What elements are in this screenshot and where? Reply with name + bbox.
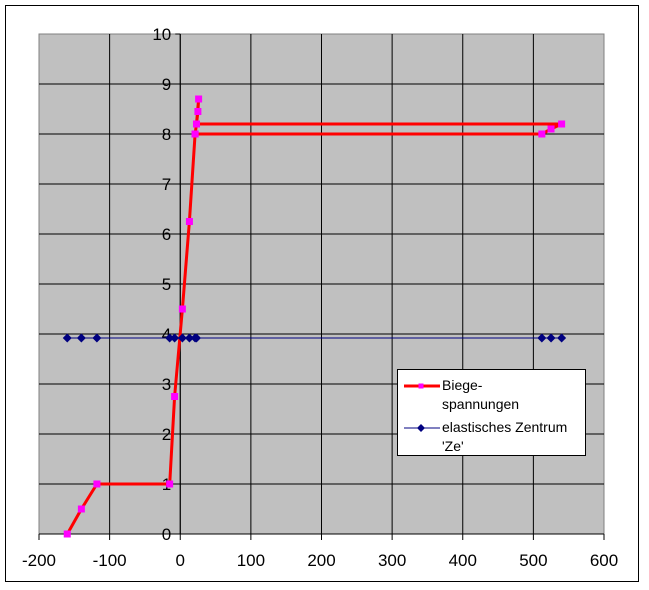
y-tick-label: 7 xyxy=(162,175,171,194)
data-point-square xyxy=(63,530,71,538)
data-point-diamond xyxy=(537,333,547,343)
x-tick-label: 0 xyxy=(176,551,185,570)
x-tick-label: 200 xyxy=(307,551,335,570)
data-point-square xyxy=(77,505,85,513)
y-tick-label: 8 xyxy=(162,125,171,144)
data-point-square xyxy=(194,108,202,115)
data-point-square xyxy=(192,120,200,128)
y-tick-label: 4 xyxy=(162,325,171,344)
legend-label-line1: elastisches Zentrum xyxy=(442,419,568,435)
data-point-diamond xyxy=(62,333,72,343)
data-point-diamond xyxy=(557,333,567,343)
legend-label-line1: Biege- xyxy=(442,377,483,393)
data-point-diamond xyxy=(170,333,180,343)
legend: Biege- spannungen elastisches Zentrum 'Z… xyxy=(397,369,586,456)
x-tick-label: -100 xyxy=(93,551,127,570)
x-tick-label: 500 xyxy=(519,551,547,570)
data-point-diamond xyxy=(92,333,102,343)
legend-label-line2: spannungen xyxy=(442,396,520,412)
data-point-square xyxy=(178,305,186,313)
x-tick-label: -200 xyxy=(22,551,56,570)
data-point-diamond xyxy=(165,333,175,343)
data-point-square xyxy=(547,125,555,133)
data-point-diamond xyxy=(76,333,86,343)
y-tick-label: 10 xyxy=(152,25,171,44)
y-tick-label: 5 xyxy=(162,275,171,294)
data-point-square xyxy=(538,130,546,138)
y-tick-label: 6 xyxy=(162,225,171,244)
y-tick-label: 3 xyxy=(162,375,171,394)
y-tick-label: 0 xyxy=(162,525,171,544)
x-tick-label: 600 xyxy=(590,551,618,570)
series-line-0 xyxy=(65,97,564,535)
data-point-square xyxy=(171,393,179,400)
x-tick-label: 300 xyxy=(378,551,406,570)
data-point-square xyxy=(195,95,203,103)
y-tick-label: 2 xyxy=(162,425,171,444)
data-point-diamond xyxy=(546,333,556,343)
x-tick-label: 400 xyxy=(449,551,477,570)
data-point-diamond xyxy=(191,333,201,343)
legend-swatch-navy-diamond-icon xyxy=(404,424,440,432)
data-point-diamond xyxy=(184,333,194,343)
data-point-square xyxy=(191,130,199,138)
x-tick-label: 100 xyxy=(237,551,265,570)
y-tick-label: 9 xyxy=(162,75,171,94)
data-point-square xyxy=(185,218,193,225)
data-point-diamond xyxy=(177,333,187,343)
data-point-square xyxy=(558,120,566,128)
data-point-square xyxy=(93,480,101,488)
data-point-square xyxy=(166,480,174,488)
legend-label-line2: 'Ze' xyxy=(442,438,464,454)
legend-swatch-red-square-icon xyxy=(404,383,440,389)
